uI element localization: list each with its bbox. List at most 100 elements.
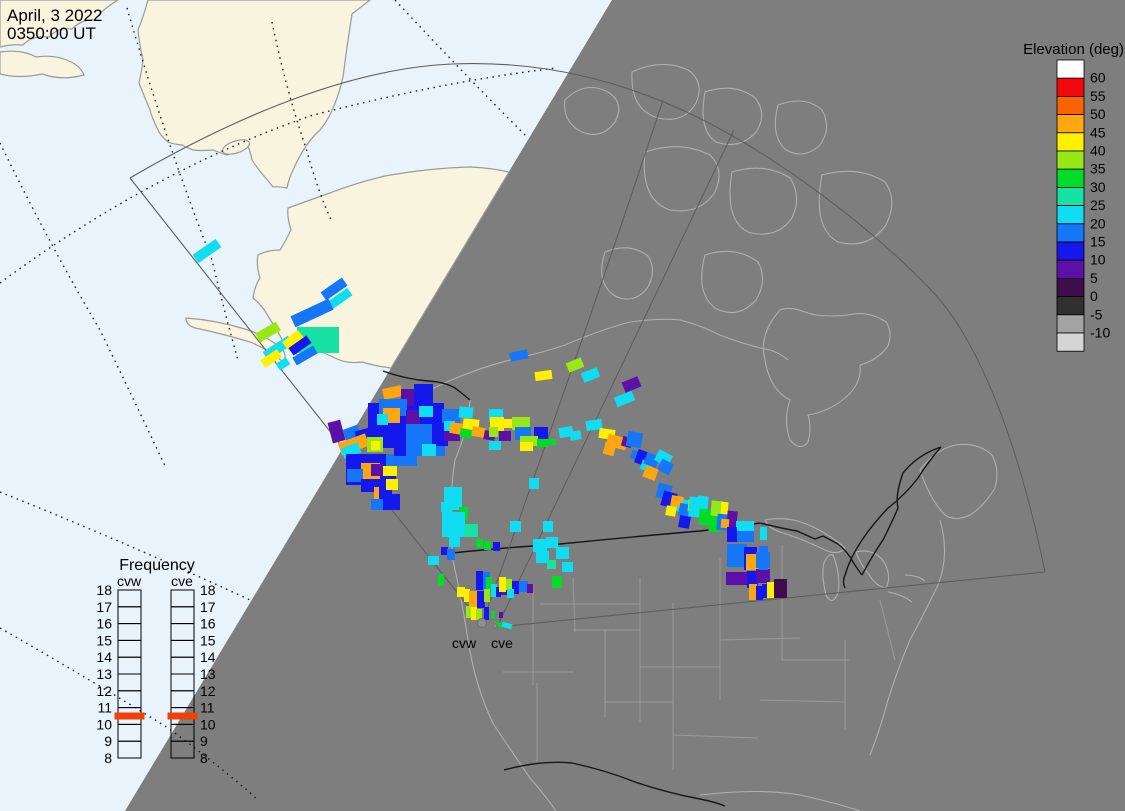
border-maine: [842, 446, 942, 589]
echo-cell: [760, 527, 767, 540]
frequency-tick-label: 13: [200, 666, 216, 682]
echo-cell: [562, 562, 573, 572]
frequency-panel: Frequency cvw cve 1817161514131211109818…: [96, 557, 215, 766]
echo-cell: [292, 345, 318, 366]
echo-cell: [441, 547, 448, 555]
echo-cell: [565, 357, 585, 373]
day-land: [0, 0, 510, 369]
echo-cell: [419, 406, 433, 417]
frequency-tick-label: 15: [200, 632, 216, 648]
frequency-tick-label: 14: [96, 649, 112, 665]
echo-cell: [374, 487, 383, 502]
fan-outer-arc: [129, 63, 1046, 573]
frequency-marker: [167, 712, 198, 720]
colorbar-tick-label: 40: [1090, 143, 1106, 159]
echo-cell: [756, 569, 770, 583]
echo-cell: [441, 502, 452, 512]
echo-cell: [486, 577, 492, 589]
echo-cell: [665, 505, 677, 517]
colorbar-swatch: [1056, 132, 1085, 152]
echo-cell: [698, 508, 711, 526]
echo-cell: [340, 442, 362, 459]
echo-cell: [621, 376, 642, 393]
frequency-tick-label: 11: [97, 700, 112, 716]
colorbar-swatch: [1056, 314, 1085, 334]
echo-cell: [382, 466, 397, 476]
colorbar-swatch: [1056, 259, 1085, 279]
echo-cell: [537, 439, 548, 447]
frequency-tick-label: 18: [200, 582, 216, 598]
echo-cell: [464, 524, 478, 537]
coast-mainland-north: [429, 318, 789, 391]
echo-cell: [422, 444, 436, 456]
echo-cell: [260, 349, 282, 368]
time-line: 0350:00 UT: [7, 24, 96, 43]
colorbar-tick-label: 35: [1090, 161, 1106, 177]
frequency-tick-label: 18: [96, 582, 112, 598]
colorbar-tick-label: 20: [1090, 215, 1106, 231]
echo-cell: [442, 409, 460, 423]
echo-cell: [477, 591, 485, 608]
coast-arctic-island: [601, 247, 654, 300]
echo-cell: [643, 452, 660, 468]
coast-arctic-island: [774, 100, 828, 155]
frequency-tick-label: 12: [200, 683, 216, 699]
colorbar-tick-label: 60: [1090, 70, 1106, 86]
echo-cell: [275, 357, 291, 371]
coast-gulf: [699, 790, 861, 811]
echo-cell: [327, 419, 346, 444]
echo-cell: [736, 521, 754, 533]
echo-cell: [533, 539, 547, 552]
echo-cell: [656, 458, 675, 476]
echo-cell: [767, 582, 775, 598]
land-chukotka-west: [0, 0, 119, 48]
coast-pacific-us: [451, 555, 557, 811]
colorbar-tick-label: -10: [1090, 325, 1110, 341]
echo-cell: [484, 541, 491, 550]
frequency-cell: [170, 740, 195, 759]
colorbar-swatch: [1056, 114, 1085, 134]
echo-cell: [496, 587, 501, 597]
echo-cell: [507, 589, 514, 598]
coast-arctic-island: [643, 146, 720, 212]
echo-cell: [543, 521, 553, 532]
colorbar-swatch: [1056, 150, 1085, 170]
coast-arctic-island: [729, 167, 798, 235]
date-line: April, 3 2022: [7, 6, 102, 25]
echo-cell: [290, 298, 334, 328]
frequency-tick-label: 17: [200, 599, 216, 615]
frequency-tick-label: 11: [200, 700, 215, 716]
echo-cell: [386, 479, 398, 490]
echo-cell: [527, 584, 533, 593]
echo-cell: [510, 521, 521, 532]
echo-cell: [320, 277, 348, 301]
frequency-col-cvw: cvw: [117, 573, 142, 589]
colorbar-swatch: [1056, 59, 1085, 79]
echo-cell: [501, 621, 513, 630]
border-st-lawrence: [861, 446, 942, 576]
echo-cell: [499, 577, 506, 592]
frequency-tick-label: 12: [96, 683, 112, 699]
echo-cell: [720, 518, 730, 529]
coast-arctic-island: [564, 86, 620, 135]
colorbar-tick-label: 45: [1090, 124, 1106, 140]
colorbar-tick-label: 50: [1090, 106, 1106, 122]
echo-cell: [489, 441, 501, 450]
echo-cell: [382, 385, 403, 400]
radar-sites: cvw cve: [452, 618, 513, 651]
coast-arctic-island: [701, 250, 764, 314]
frequency-marker: [114, 712, 145, 720]
echo-cell: [746, 554, 758, 570]
echo-cell: [499, 612, 503, 618]
coast-labrador: [919, 443, 998, 520]
site-dot-cvw: [477, 618, 487, 628]
echo-cell: [484, 589, 490, 602]
echo-cell: [464, 589, 470, 602]
echo-cell: [602, 441, 617, 457]
echo-cell: [384, 494, 400, 510]
frequency-tick-label: 17: [96, 599, 112, 615]
echo-cell: [444, 431, 460, 441]
colorbar-tick-label: 10: [1090, 252, 1106, 268]
